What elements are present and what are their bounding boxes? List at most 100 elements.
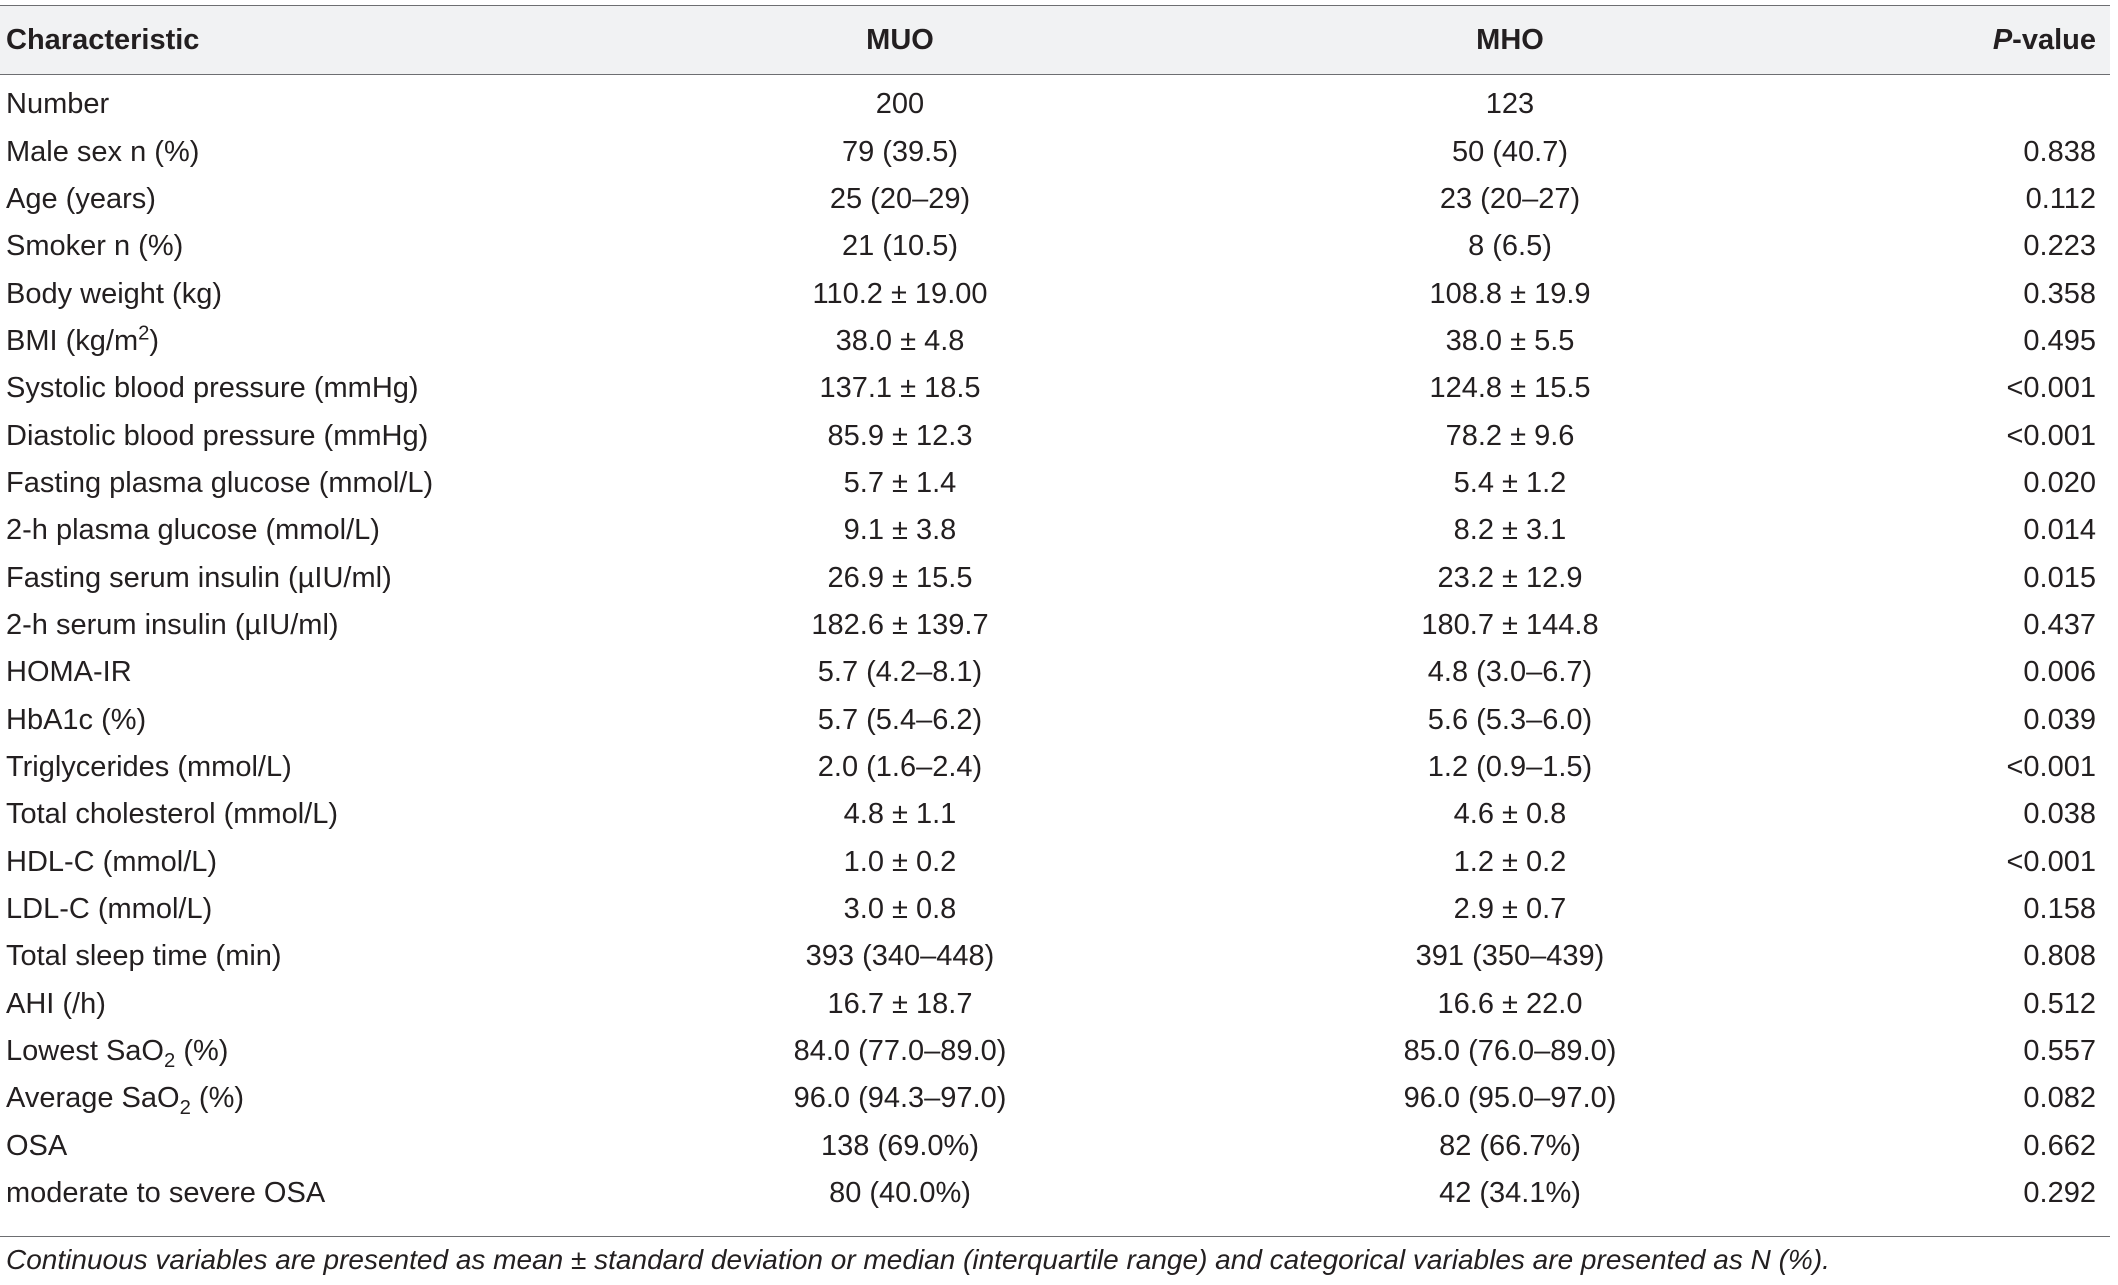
row-label-text: Systolic blood pressure (mmHg): [6, 372, 419, 405]
header-characteristic: Characteristic: [6, 23, 200, 56]
table-row: Average SaO2 (%) 96.0 (94.3–97.0) 96.0 (95…: [0, 1075, 2110, 1122]
cell-p-value: 0.808: [2023, 940, 2096, 973]
row-label: LDL-C (mmol/L): [0, 886, 560, 933]
cell-mho: 2.9 ± 0.7: [1453, 893, 1567, 926]
cell-p-value: 0.557: [2023, 1035, 2096, 1068]
cell-muo: 137.1 ± 18.5: [819, 372, 981, 405]
table-row: Total sleep time (min) 393 (340–448) 391 (…: [0, 933, 2110, 980]
row-label: 2-h plasma glucose (mmol/L): [0, 507, 560, 554]
table-row: Fasting serum insulin (µIU/ml) 26.9 ± 15.…: [0, 554, 2110, 601]
row-label-text: HOMA-IR: [6, 656, 132, 689]
cell-mho: 4.8 (3.0–6.7): [1427, 656, 1593, 689]
row-label-text: Total sleep time (min): [6, 940, 282, 973]
row-label: Total cholesterol (mmol/L): [0, 791, 560, 838]
cell-muo: 5.7 (5.4–6.2): [817, 703, 983, 736]
cell-mho: 123: [1485, 88, 1535, 121]
row-label: 2-h serum insulin (µIU/ml): [0, 602, 560, 649]
cell-p-value: 0.662: [2023, 1129, 2096, 1162]
row-label-suffix: ): [149, 324, 160, 357]
cell-p-value: 0.020: [2023, 466, 2096, 499]
row-label-suffix: (%): [175, 1035, 229, 1068]
row-label-text: OSA: [6, 1129, 68, 1162]
cell-muo: 182.6 ± 139.7: [811, 608, 989, 641]
cell-mho: 124.8 ± 15.5: [1429, 372, 1591, 405]
cell-p-value: <0.001: [2006, 845, 2096, 878]
row-label: HOMA-IR: [0, 649, 560, 696]
row-label: HbA1c (%): [0, 696, 560, 743]
cell-p-value: 0.495: [2023, 324, 2096, 357]
row-label: Triglycerides (mmol/L): [0, 744, 560, 791]
cell-mho: 50 (40.7): [1451, 135, 1569, 168]
row-label-superscript: 2: [138, 322, 150, 345]
cell-p-value: <0.001: [2006, 372, 2096, 405]
table-header: Characteristic MUO MHO P-value: [0, 5, 2110, 75]
table-row: BMI (kg/m2) 38.0 ± 4.8 38.0 ± 5.5 0.495: [0, 318, 2110, 365]
cell-muo: 393 (340–448): [805, 940, 995, 973]
cell-muo: 21 (10.5): [841, 230, 959, 263]
row-label-text: Fasting plasma glucose (mmol/L): [6, 466, 434, 499]
row-label-text: HDL-C (mmol/L): [6, 845, 218, 878]
row-label: BMI (kg/m2): [0, 318, 560, 365]
row-label: AHI (/h): [0, 981, 560, 1028]
row-label-text: Number: [6, 88, 110, 121]
header-p-rest: -value: [2012, 23, 2096, 56]
cell-muo: 96.0 (94.3–97.0): [793, 1082, 1007, 1115]
table-body: Number 200 123 Male sex n (%) 79 (39.5) 50 (4…: [0, 75, 2110, 1226]
row-label-text: Fasting serum insulin (µIU/ml): [6, 561, 392, 594]
table-row: AHI (/h) 16.7 ± 18.7 16.6 ± 22.0 0.512: [0, 981, 2110, 1028]
cell-p-value: 0.358: [2023, 277, 2096, 310]
cell-mho: 85.0 (76.0–89.0): [1403, 1035, 1617, 1068]
row-label: Systolic blood pressure (mmHg): [0, 365, 560, 412]
cell-p-value: 0.437: [2023, 608, 2096, 641]
cell-p-value: 0.015: [2023, 561, 2096, 594]
cell-muo: 79 (39.5): [841, 135, 959, 168]
cell-mho: 4.6 ± 0.8: [1453, 798, 1567, 831]
cell-p-value: 0.014: [2023, 514, 2096, 547]
row-label: Fasting serum insulin (µIU/ml): [0, 554, 560, 601]
cell-muo: 80 (40.0%): [829, 1177, 971, 1210]
row-label: Fasting plasma glucose (mmol/L): [0, 460, 560, 507]
table-row: Smoker n (%) 21 (10.5) 8 (6.5) 0.223: [0, 223, 2110, 270]
header-p-value: P-value: [1780, 6, 2110, 75]
cell-mho: 1.2 ± 0.2: [1453, 845, 1567, 878]
cell-p-value: 0.082: [2023, 1082, 2096, 1115]
row-label-subscript: 2: [163, 1049, 176, 1072]
cell-muo: 110.2 ± 19.00: [812, 277, 988, 310]
cell-muo: 85.9 ± 12.3: [827, 419, 973, 452]
cell-mho: 42 (34.1%): [1439, 1177, 1581, 1210]
cell-mho: 82 (66.7%): [1439, 1129, 1581, 1162]
cell-p-value: 0.838: [2023, 135, 2096, 168]
row-label-text: Male sex n (%): [6, 135, 200, 168]
table-row: Systolic blood pressure (mmHg) 137.1 ± 18…: [0, 365, 2110, 412]
row-label-text: Average SaO: [6, 1082, 180, 1115]
table-row: Age (years) 25 (20–29) 23 (20–27) 0.112: [0, 176, 2110, 223]
cell-muo: 9.1 ± 3.8: [843, 514, 957, 547]
table-row: OSA 138 (69.0%) 82 (66.7%) 0.662: [0, 1123, 2110, 1170]
cell-muo: 2.0 (1.6–2.4): [817, 750, 983, 783]
header-row: Characteristic MUO MHO P-value: [0, 5, 2110, 75]
cell-muo: 84.0 (77.0–89.0): [793, 1035, 1007, 1068]
cell-mho: 5.6 (5.3–6.0): [1427, 703, 1593, 736]
cell-mho: 180.7 ± 144.8: [1421, 608, 1599, 641]
row-label: Number: [0, 75, 560, 129]
cell-mho: 8 (6.5): [1468, 230, 1552, 263]
cell-p-value: 0.512: [2023, 987, 2096, 1020]
row-label-text: HbA1c (%): [6, 703, 147, 736]
cell-p-value: 0.158: [2023, 893, 2096, 926]
cell-p-value: 0.039: [2023, 703, 2096, 736]
row-label-text: AHI (/h): [6, 987, 106, 1020]
table-row: Number 200 123: [0, 75, 2110, 129]
cell-muo: 25 (20–29): [829, 182, 971, 215]
row-label-text: Triglycerides (mmol/L): [6, 750, 292, 783]
table-row: HbA1c (%) 5.7 (5.4–6.2) 5.6 (5.3–6.0) 0.039: [0, 696, 2110, 743]
cell-mho: 23.2 ± 12.9: [1437, 561, 1583, 594]
cell-muo: 5.7 (4.2–8.1): [817, 656, 983, 689]
row-label: Average SaO2 (%): [0, 1075, 560, 1122]
table-row: Male sex n (%) 79 (39.5) 50 (40.7) 0.838: [0, 128, 2110, 175]
cell-muo: 5.7 ± 1.4: [843, 466, 957, 499]
cell-p-value: <0.001: [2006, 750, 2096, 783]
table-bottom-rule: [0, 1236, 2110, 1237]
characteristics-table: Characteristic MUO MHO P-value Number 200…: [0, 5, 2110, 1225]
cell-muo: 1.0 ± 0.2: [843, 845, 957, 878]
